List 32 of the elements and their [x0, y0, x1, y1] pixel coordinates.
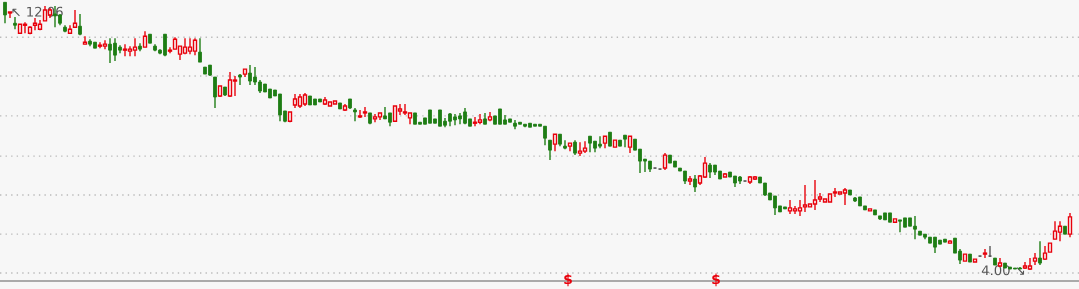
annotation: $: [712, 273, 720, 287]
candlestick: [82, 35, 88, 45]
candlestick: [32, 17, 38, 31]
candlestick: [72, 9, 78, 28]
candlestick: [362, 106, 368, 118]
candlestick: [842, 187, 848, 206]
candlestick: [13, 16, 17, 30]
candlestick: [802, 184, 808, 213]
candlestick: [1057, 220, 1063, 242]
candlestick: [232, 75, 238, 97]
candlestick: [357, 109, 363, 119]
candlestick: [1067, 212, 1073, 238]
candlestick: [353, 107, 357, 122]
candlestick: [187, 37, 193, 55]
candlestick: [1038, 240, 1042, 266]
candlestick: [987, 245, 993, 258]
candlestick: [797, 199, 803, 217]
candlestick: [548, 139, 552, 161]
candlestick: [812, 179, 818, 211]
candlestick: [7, 11, 13, 19]
candlestick: [982, 248, 988, 259]
candlestick: [238, 73, 242, 86]
candlestick: [227, 71, 233, 98]
candlestick: [577, 141, 583, 157]
candlestick: [213, 76, 217, 109]
candlestick: [122, 43, 128, 57]
candlestick: [402, 103, 408, 116]
candlestick: [198, 37, 202, 63]
candlestick: [787, 199, 793, 215]
candlestick: [132, 37, 138, 57]
candlestick: [3, 1, 7, 24]
annotation: $: [564, 273, 572, 287]
